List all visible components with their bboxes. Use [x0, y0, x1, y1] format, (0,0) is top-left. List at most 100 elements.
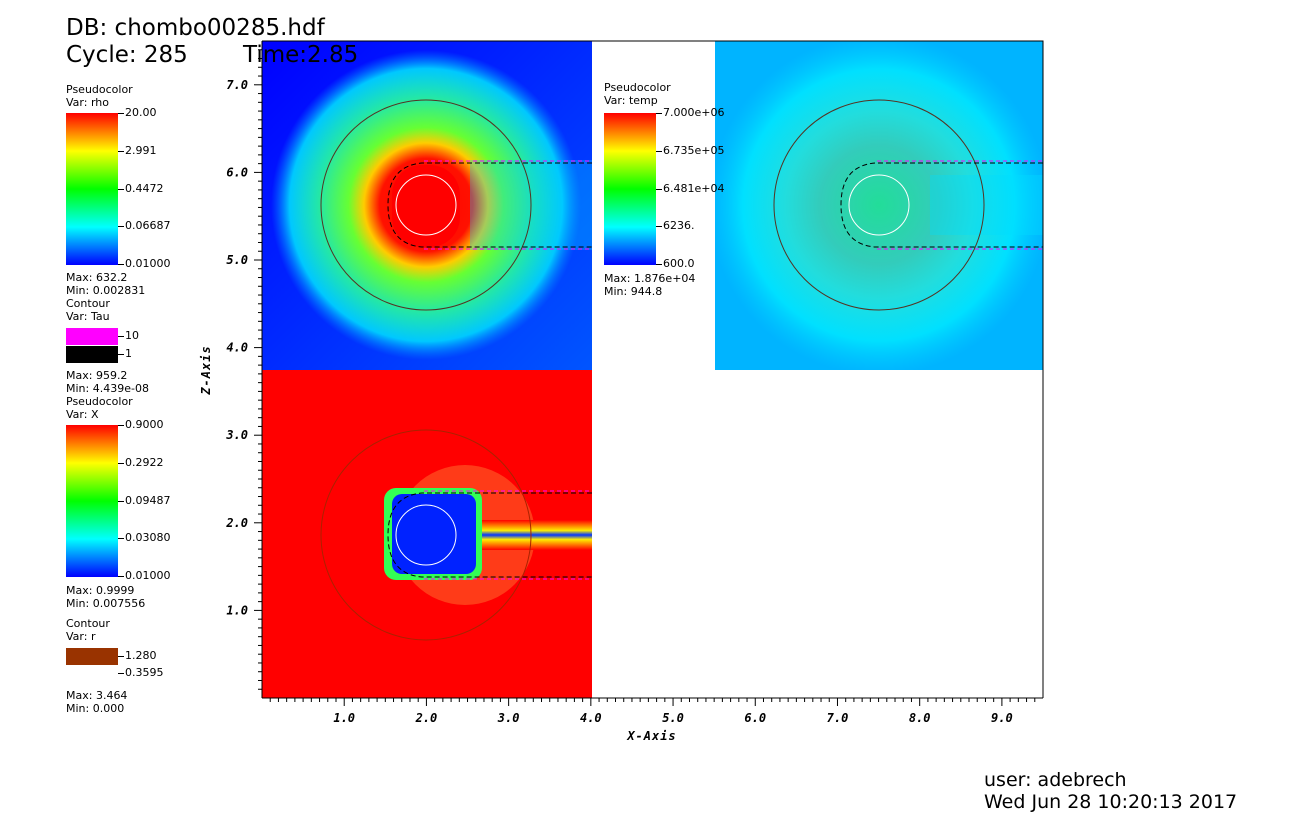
- panel-temp: [715, 41, 1043, 370]
- z-tick-label: 1.0: [226, 603, 248, 617]
- legend-tau-tick-mark: [118, 354, 124, 355]
- legend-rho-tick-label: 0.01000: [125, 257, 171, 270]
- x-tick-label: 1.0: [333, 711, 355, 725]
- legend-tau-max: Max: 959.2: [66, 369, 128, 382]
- legend-r-var: Var: r: [66, 630, 96, 643]
- z-tick-label: 4.0: [226, 341, 248, 355]
- x-tick-label: 2.0: [415, 711, 438, 725]
- legend-x-max: Max: 0.9999: [66, 584, 135, 597]
- cycle-label: Cycle: 285: [66, 42, 188, 68]
- legend-temp-tick-label: 600.0: [663, 257, 695, 270]
- legend-rho-tick-mark: [118, 226, 124, 227]
- legend-temp-colorbar: [604, 113, 656, 265]
- user-label: user: adebrech: [984, 769, 1127, 791]
- panel-rho-contour-tau10: [424, 160, 592, 250]
- legend-tau-kind: Contour: [66, 297, 110, 310]
- axis-ticks: 1.0 2.0 3.0 4.0 5.0 6.0 7.0 8.0 9.0 1.0 2.0 3.0 4.0 5…: [225, 49, 1036, 725]
- legend-tau-var: Var: Tau: [66, 310, 110, 323]
- panel-rho-core-region: [392, 165, 460, 247]
- x-tick-label: 7.0: [827, 711, 849, 725]
- panel-rho: [262, 41, 592, 370]
- panel-x-contour-r-inner: [395, 504, 457, 566]
- database-title: DB: chombo00285.hdf: [66, 15, 325, 41]
- z-tick-label: 6.0: [226, 165, 248, 179]
- legend-rho-tick-mark: [118, 264, 124, 265]
- legend-x-tick-mark: [118, 463, 124, 464]
- z-axis-label: Z-Axis: [199, 345, 213, 395]
- z-tick-label: 3.0: [225, 428, 248, 442]
- legend-rho-tick-mark: [118, 189, 124, 190]
- panel-temp-contour-r-inner: [848, 174, 910, 236]
- legend-temp-min: Min: 944.8: [604, 285, 663, 298]
- date-label: Wed Jun 28 10:20:13 2017: [984, 791, 1238, 813]
- legend-tau-swatch-1: [66, 346, 118, 363]
- legend-r-swatch: [66, 648, 118, 665]
- legend-x-var: Var: X: [66, 408, 99, 421]
- legend-x-colorbar: [66, 425, 118, 577]
- legend-x-tick-mark: [118, 501, 124, 502]
- x-tick-label: 4.0: [580, 711, 602, 725]
- x-tick-label: 9.0: [991, 711, 1013, 725]
- legend-temp-tick-label: 6236.: [663, 219, 695, 232]
- legend-rho-max: Max: 632.2: [66, 271, 128, 284]
- legend-rho-min: Min: 0.002831: [66, 284, 146, 297]
- legend-rho-colorbar: [66, 113, 118, 265]
- plot-frame-top-right: [262, 40, 1044, 698]
- legend-x-tick-mark: [118, 425, 124, 426]
- legend-temp-tick-label: 6.481e+04: [663, 182, 725, 195]
- panel-rho-contour-r: [320, 99, 532, 311]
- legend-temp-tick-mark: [656, 113, 662, 114]
- z-tick-label: 5.0: [226, 253, 248, 267]
- legend-tau-tick-mark: [118, 336, 124, 337]
- legend-x-tick-label: 0.9000: [125, 418, 164, 431]
- legend-rho-tick-mark: [118, 113, 124, 114]
- z-tick-label: 7.0: [226, 78, 248, 92]
- legend-temp-tick-mark: [656, 151, 662, 152]
- panel-temp-contour-tau1: [840, 162, 1043, 248]
- legend-rho-tick-label: 0.4472: [125, 182, 164, 195]
- legend-r-level: 0.3595: [125, 666, 164, 679]
- time-label: Time:2.85: [243, 42, 359, 68]
- legend-tau-swatch-10: [66, 328, 118, 345]
- legend-r-level: 1.280: [125, 649, 157, 662]
- panel-temp-wake: [930, 175, 1043, 235]
- legend-temp-tick-label: 6.735e+05: [663, 144, 725, 157]
- legend-temp-tick-label: 7.000e+06: [663, 106, 725, 119]
- legend-temp-tick-mark: [656, 189, 662, 190]
- legend-rho-tick-mark: [118, 151, 124, 152]
- legend-r-kind: Contour: [66, 617, 110, 630]
- z-tick-label: 2.0: [225, 516, 248, 530]
- x-tick-label: 8.0: [909, 711, 931, 725]
- legend-temp-tick-mark: [656, 264, 662, 265]
- panel-temp-contour-r: [773, 99, 985, 311]
- panel-temp-field: [715, 41, 1043, 370]
- panel-rho-contour-r-inner: [395, 174, 457, 236]
- legend-x-tick-mark: [118, 538, 124, 539]
- legend-r-tick-mark: [118, 656, 124, 657]
- panel-x: [262, 370, 592, 698]
- legend-temp-max: Max: 1.876e+04: [604, 272, 696, 285]
- x-tick-label: 5.0: [662, 711, 684, 725]
- panel-x-core-region: [392, 494, 476, 574]
- legend-rho-kind: Pseudocolor: [66, 83, 133, 96]
- legend-x-tick-label: 0.2922: [125, 456, 164, 469]
- legend-rho-tick-label: 0.06687: [125, 219, 171, 232]
- x-axis-label: X-Axis: [626, 729, 676, 743]
- legend-x-kind: Pseudocolor: [66, 395, 133, 408]
- legend-r-tick-mark: [118, 673, 124, 674]
- x-tick-label: 6.0: [744, 711, 766, 725]
- legend-temp-kind: Pseudocolor: [604, 81, 671, 94]
- panel-x-contour-r: [320, 429, 532, 641]
- legend-x-tick-label: 0.01000: [125, 569, 171, 582]
- legend-tau-min: Min: 4.439e-08: [66, 382, 149, 395]
- legend-x-min: Min: 0.007556: [66, 597, 146, 610]
- legend-rho-tick-label: 2.991: [125, 144, 157, 157]
- panel-x-contour-tau10: [424, 490, 592, 580]
- legend-tau-level: 10: [125, 329, 139, 342]
- legend-tau-level: 1: [125, 347, 132, 360]
- legend-x-tick-label: 0.09487: [125, 494, 171, 507]
- legend-r-max: Max: 3.464: [66, 689, 128, 702]
- legend-rho-var: Var: rho: [66, 96, 109, 109]
- legend-x-tick-mark: [118, 576, 124, 577]
